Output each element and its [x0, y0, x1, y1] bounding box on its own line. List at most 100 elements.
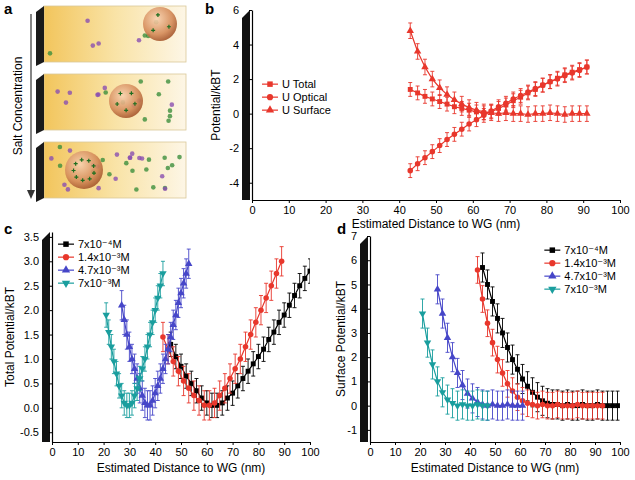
tick-mark	[49, 261, 52, 262]
ion	[96, 41, 101, 46]
error-bar	[207, 391, 211, 420]
tick-mark	[49, 310, 52, 311]
ion	[166, 166, 171, 171]
marker	[540, 82, 546, 88]
tick: 50	[430, 200, 442, 216]
marker	[580, 403, 586, 409]
marker	[167, 333, 174, 339]
legend-marker	[550, 247, 555, 252]
tick-label: 0	[249, 204, 255, 216]
marker	[232, 366, 238, 372]
tick-label: 0.0	[24, 402, 39, 414]
error-bar	[481, 253, 485, 282]
legend-item: 4.7x10⁻³M	[58, 264, 130, 276]
tick-mark	[78, 442, 79, 445]
tick: 0.5	[24, 377, 52, 389]
tick-mark	[395, 442, 396, 445]
tick-label: 60	[514, 446, 526, 458]
tick-mark	[420, 442, 421, 445]
marker	[407, 26, 414, 32]
legend-marker	[63, 254, 69, 260]
marker	[584, 65, 589, 70]
diagram-label: Salt Concentration	[11, 57, 25, 156]
marker	[520, 377, 525, 382]
ion	[130, 151, 135, 156]
ion	[163, 186, 168, 191]
tick-label: 80	[253, 446, 265, 458]
error-bar	[197, 386, 201, 415]
tick-mark	[326, 200, 327, 203]
tick-mark	[207, 442, 208, 445]
tick-mark	[473, 200, 474, 203]
marker	[437, 99, 442, 104]
ion	[68, 90, 73, 95]
marker	[576, 109, 583, 115]
marker	[227, 376, 233, 382]
tick-mark	[49, 432, 52, 433]
marker	[560, 403, 565, 408]
marker	[429, 362, 436, 368]
tick-label: 10	[283, 204, 295, 216]
tick: 30	[357, 200, 369, 216]
marker	[172, 311, 179, 317]
marker	[151, 308, 158, 314]
marker	[157, 284, 164, 290]
error-bar	[452, 127, 456, 141]
error-bar	[430, 92, 434, 106]
legend-label: 1.4x10⁻³M	[564, 257, 616, 269]
error-bar	[192, 381, 196, 410]
error-bar	[581, 390, 585, 419]
error-bar	[576, 391, 580, 420]
marker	[131, 393, 138, 399]
tick-mark	[367, 333, 370, 334]
counter-ion	[124, 108, 128, 112]
marker	[547, 79, 553, 85]
error-bar	[501, 318, 505, 347]
error-bar	[467, 117, 471, 131]
ion	[147, 157, 152, 162]
tick-label: 2	[351, 351, 357, 363]
legend: 7x10⁻⁴M1.4x10⁻³M4.7x10⁻³M7x10⁻³M	[544, 244, 616, 295]
marker	[170, 359, 176, 365]
marker	[515, 367, 520, 372]
marker	[154, 382, 161, 388]
tick-label: 90	[578, 204, 590, 216]
marker	[615, 403, 620, 408]
ion	[58, 145, 63, 150]
ion	[163, 186, 168, 191]
marker	[533, 86, 539, 92]
tick-mark	[258, 442, 259, 445]
marker	[424, 340, 431, 346]
tick: 30	[439, 442, 451, 458]
error-bar	[171, 347, 175, 376]
marker	[530, 402, 536, 408]
plot-area	[407, 23, 591, 178]
marker	[123, 330, 130, 336]
marker	[465, 103, 472, 109]
marker	[146, 332, 153, 338]
tick-label: 40	[394, 204, 406, 216]
marker	[154, 296, 161, 302]
tick-mark	[367, 357, 370, 358]
marker	[191, 393, 197, 399]
marker	[459, 126, 465, 132]
error-bar	[254, 308, 258, 337]
ion	[151, 185, 156, 190]
ion	[170, 102, 175, 107]
marker	[180, 279, 187, 285]
marker	[495, 109, 502, 115]
error-bar	[601, 392, 605, 419]
legend-marker	[63, 241, 68, 246]
marker	[133, 386, 140, 392]
error-bar	[556, 390, 560, 419]
ion	[96, 186, 101, 191]
marker	[525, 384, 530, 389]
marker	[196, 398, 202, 404]
legend-label: 4.7x10⁻³M	[78, 264, 130, 276]
y-axis-title: Total Potential/kBT	[3, 286, 17, 387]
line	[171, 271, 310, 405]
ion	[128, 155, 133, 160]
tick-mark	[310, 442, 311, 445]
marker	[282, 313, 287, 318]
tick: 2.0	[24, 304, 52, 316]
